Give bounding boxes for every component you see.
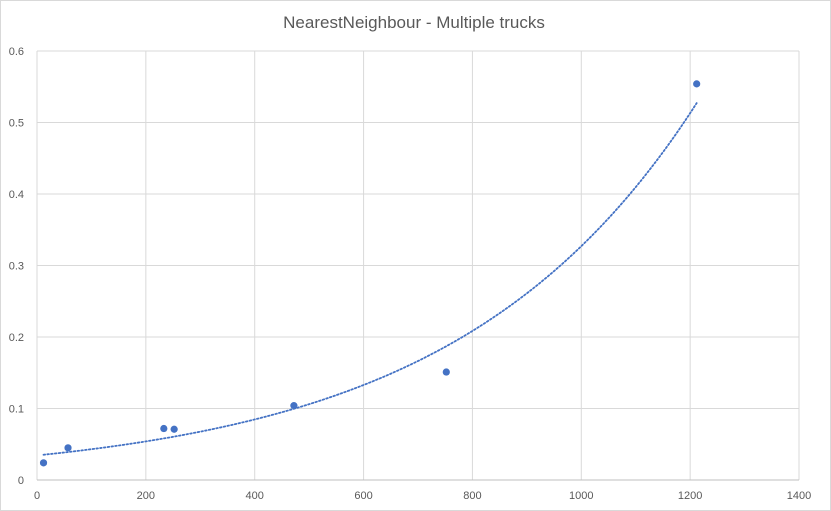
y-tick-label: 0.5 [9, 118, 24, 130]
trendline-group [42, 102, 698, 456]
data-point [39, 459, 48, 467]
data-point [290, 402, 298, 410]
chart-title: NearestNeighbour - Multiple trucks [283, 13, 545, 32]
x-tick-label: 800 [463, 490, 481, 502]
gridlines [36, 50, 800, 481]
x-tick-label: 200 [137, 490, 155, 502]
x-tick-label: 0 [34, 490, 40, 502]
data-point [64, 444, 72, 452]
trendline [42, 102, 698, 456]
x-tick-label: 600 [354, 490, 372, 502]
y-tick-label: 0.3 [9, 261, 24, 273]
x-tick-label: 1400 [787, 490, 811, 502]
data-point [170, 425, 178, 433]
x-tick-labels: 0 200 400 600 800 1000 1200 1400 [34, 490, 811, 502]
y-tick-label: 0.1 [9, 404, 24, 416]
y-tick-label: 0 [18, 475, 24, 487]
data-point [693, 80, 701, 88]
data-point [160, 424, 168, 433]
data-points [39, 80, 701, 467]
y-tick-label: 0.6 [9, 46, 24, 58]
x-tick-label: 1000 [569, 490, 593, 502]
y-tick-label: 0.2 [9, 332, 24, 344]
x-tick-label: 400 [246, 490, 264, 502]
y-tick-label: 0.4 [9, 189, 24, 201]
x-tick-label: 1200 [678, 490, 702, 502]
y-tick-labels: 0 0.1 0.2 0.3 0.4 0.5 0.6 [9, 46, 24, 487]
data-point [442, 368, 450, 376]
